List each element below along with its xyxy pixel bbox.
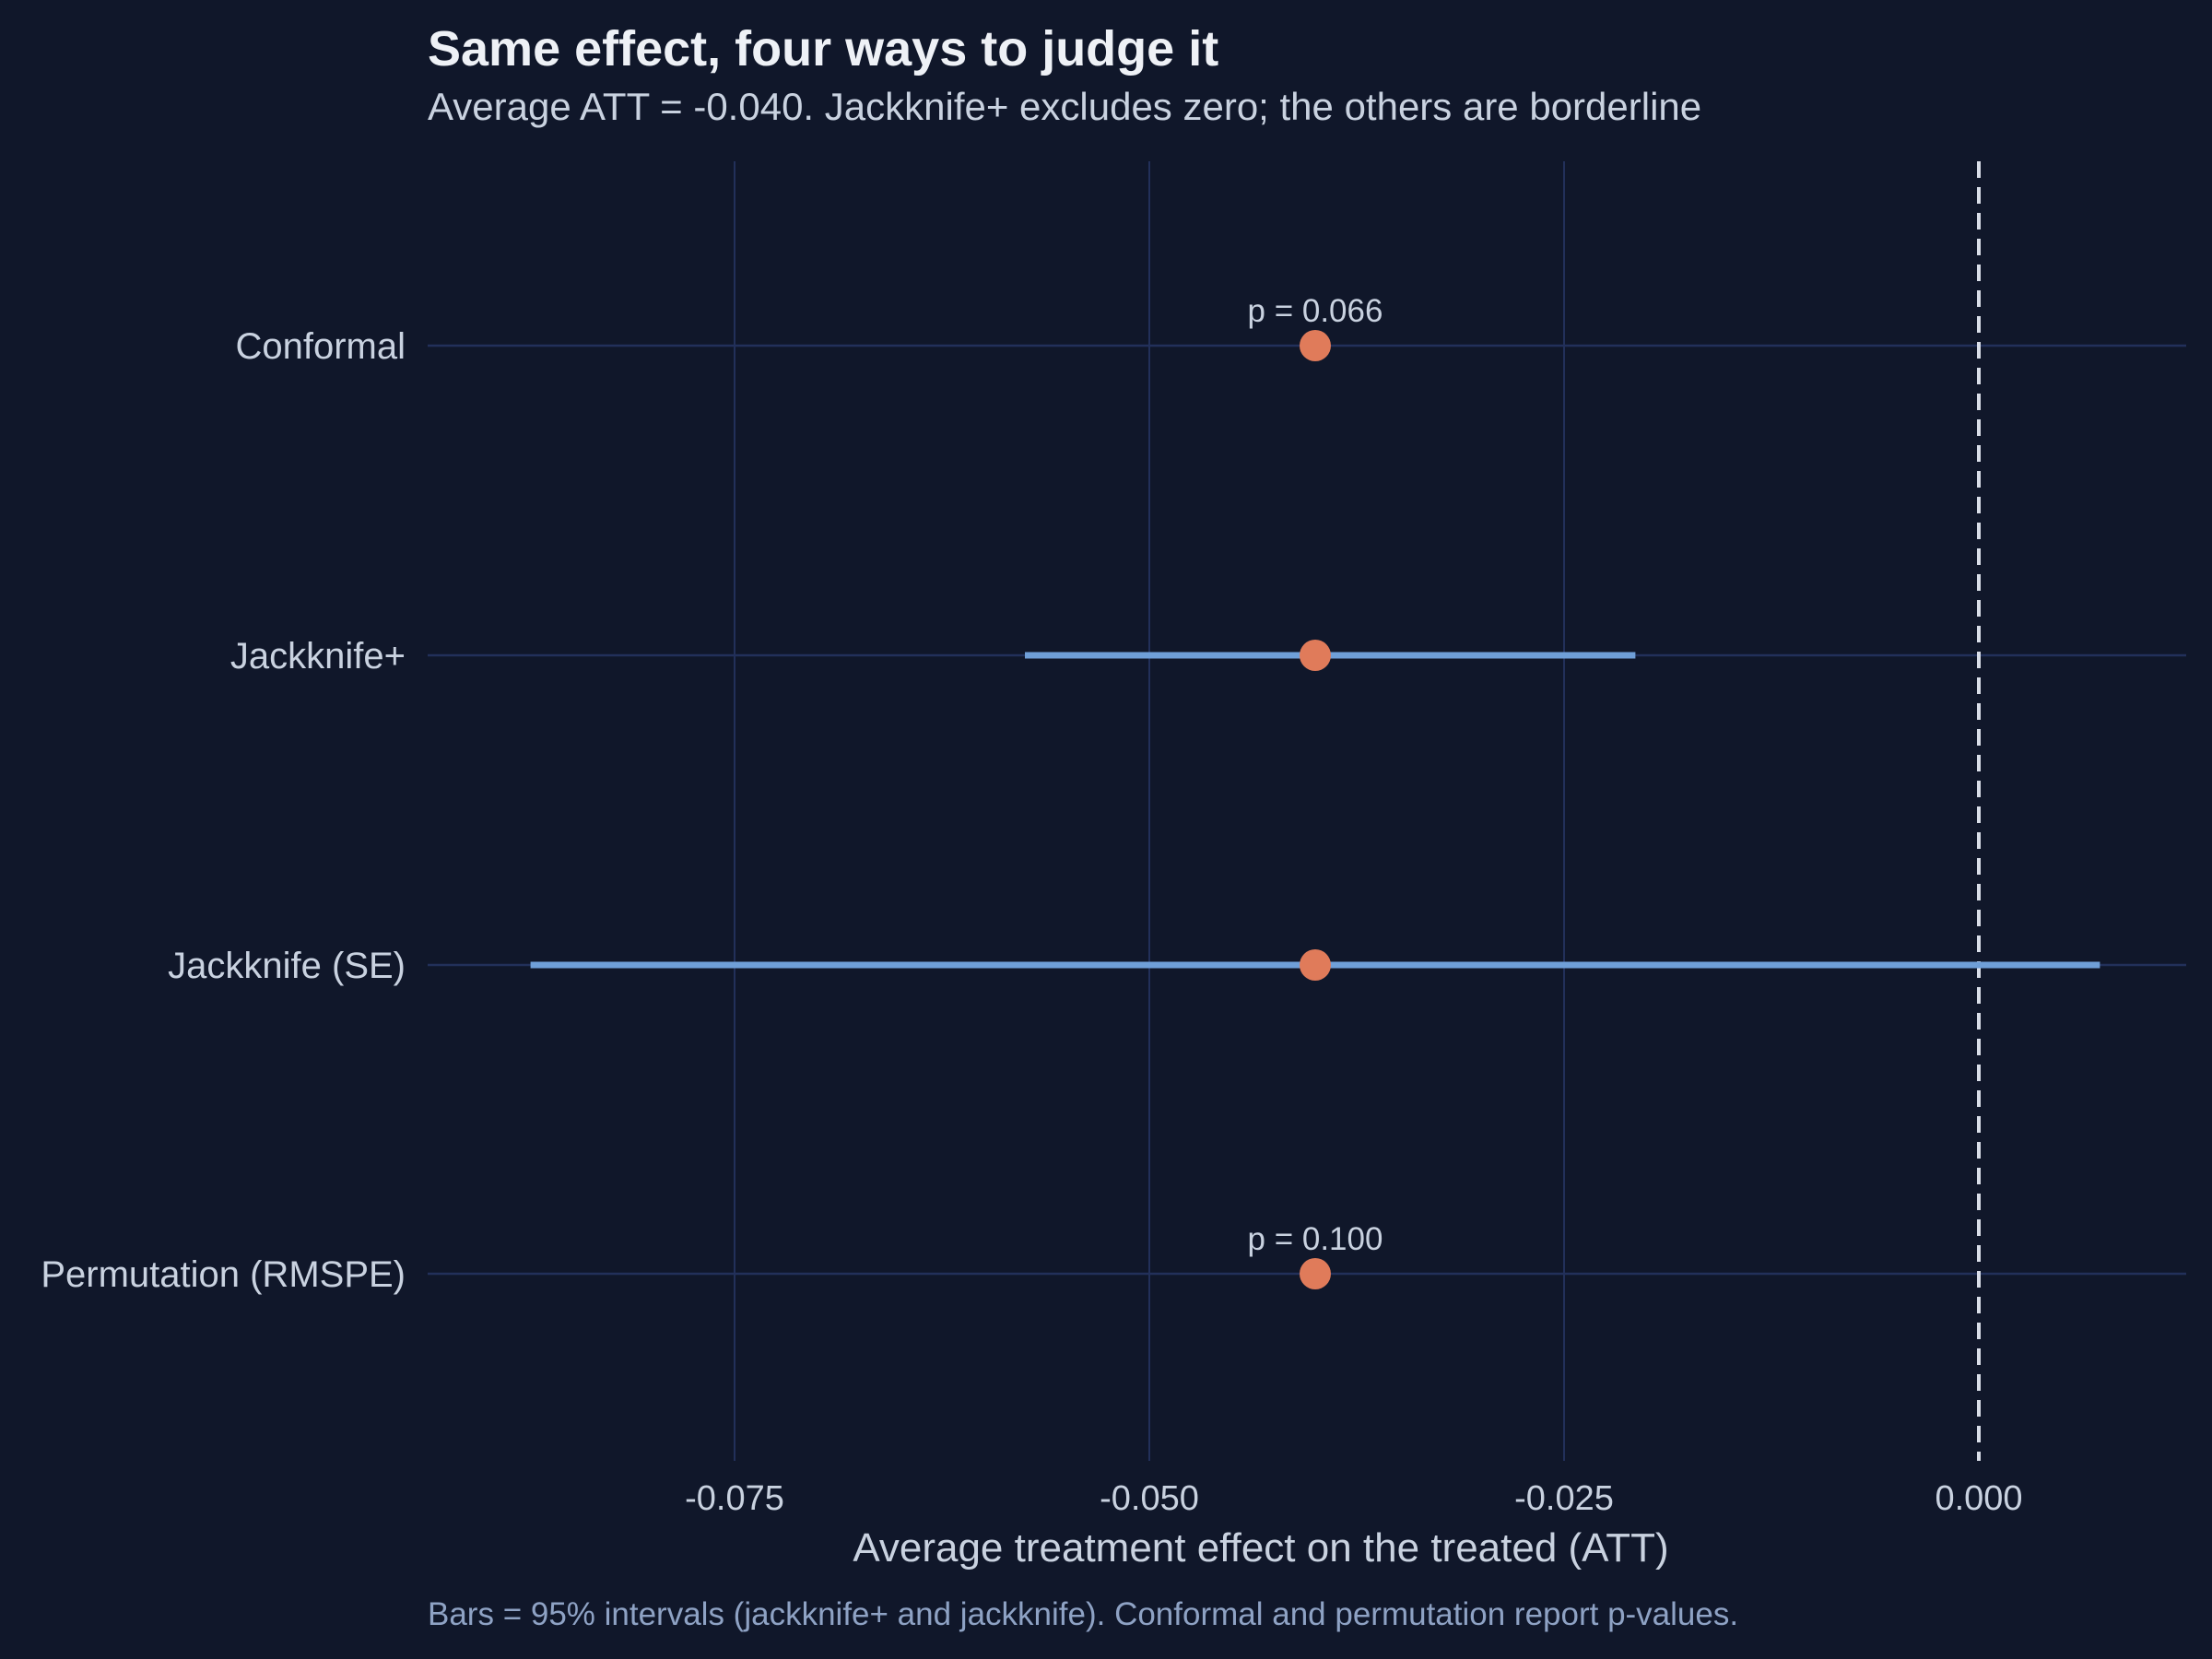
- x-axis-title: Average treatment effect on the treated …: [853, 1525, 1668, 1571]
- y-tick-label-0: Conformal: [235, 326, 406, 367]
- x-tick-label-1: -0.050: [1100, 1479, 1199, 1518]
- y-tick-label-1: Jackknife+: [230, 636, 406, 677]
- chart-subtitle: Average ATT = -0.040. Jackknife+ exclude…: [428, 85, 1702, 128]
- chart-caption: Bars = 95% intervals (jackknife+ and jac…: [428, 1596, 1739, 1632]
- point-estimate-2: [1300, 949, 1331, 981]
- point-estimate-3: [1300, 1258, 1331, 1289]
- point-estimate-0: [1300, 330, 1331, 361]
- x-tick-label-2: -0.025: [1514, 1479, 1614, 1518]
- p-value-label-0: p = 0.066: [1248, 293, 1383, 329]
- x-tick-label-3: 0.000: [1935, 1479, 2022, 1518]
- x-tick-label-0: -0.075: [685, 1479, 784, 1518]
- y-tick-label-3: Permutation (RMSPE): [41, 1254, 406, 1295]
- p-value-label-3: p = 0.100: [1248, 1221, 1383, 1257]
- y-tick-label-2: Jackknife (SE): [168, 946, 406, 986]
- chart-title: Same effect, four ways to judge it: [428, 21, 1219, 76]
- point-estimate-1: [1300, 640, 1331, 671]
